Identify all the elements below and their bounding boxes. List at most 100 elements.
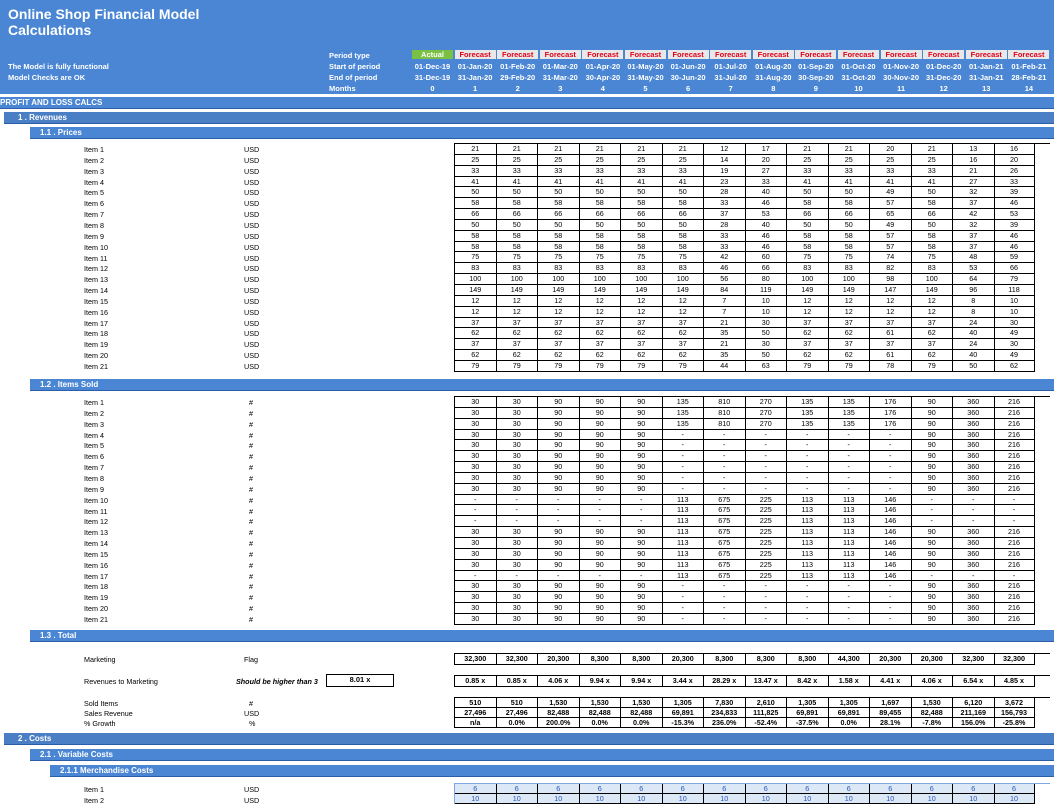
sold-grid-cell-17-1: 30: [496, 581, 538, 593]
prices-grid-cell-5-1: 58: [496, 198, 538, 210]
totals-grid-cell-0-3: 1,530: [579, 698, 621, 708]
sold-grid-cell-11-9: 113: [828, 516, 870, 528]
sold-item-unit-20: #: [249, 604, 253, 614]
merchandise-costs-grid: 6 6 6 6 6 6 6 6 6 6 6 6 6 6 10 10 10 10 10 10 10 10 10 10 10 10 10…: [454, 783, 1050, 804]
prices-grid-cell-4-3: 50: [579, 187, 621, 199]
sold-grid-cell-20-7: -: [745, 613, 787, 625]
prices-grid-cell-2-13: 26: [994, 165, 1035, 177]
marketing-unit: Flag: [244, 655, 258, 664]
sold-grid-cell-5-0: 30: [455, 451, 497, 463]
sold-grid-cell-16-13: -: [994, 570, 1035, 582]
sold-grid-cell-6-0: 30: [455, 462, 497, 473]
sold-grid-row-16: - - - - -113 675 225 113 113 146- - -: [455, 570, 1050, 582]
sold-grid-cell-9-9: 113: [828, 494, 870, 506]
model-checks: Model Checks are OK: [8, 73, 86, 82]
sold-grid-cell-20-4: 90: [621, 613, 663, 625]
section-prices: 1.1 . Prices: [30, 127, 1054, 139]
prices-grid-cell-7-2: 50: [538, 219, 580, 231]
sold-item-unit-10: #: [249, 495, 253, 505]
prices-grid-cell-1-4: 25: [621, 154, 663, 166]
prices-grid-cell-7-4: 50: [621, 219, 663, 231]
prices-item-label-17: Item 17: [84, 318, 108, 328]
revenues-to-marketing-label: Revenues to Marketing: [84, 677, 158, 686]
prices-grid-cell-20-11: 79: [911, 360, 953, 372]
sold-grid-cell-10-4: -: [621, 505, 663, 517]
prices-grid-cell-3-0: 41: [455, 176, 497, 188]
sold-grid-cell-1-2: 90: [538, 407, 580, 419]
prices-grid-cell-11-4: 83: [621, 263, 663, 275]
section-items-sold-label: 1.2 . Items Sold: [40, 380, 99, 389]
sold-grid-cell-5-6: -: [704, 451, 746, 463]
prices-item-label-15: Item 15: [84, 296, 108, 306]
sold-item-unit-6: #: [249, 452, 253, 462]
prices-grid-cell-12-5: 100: [662, 274, 704, 285]
prices-grid-cell-1-7: 20: [745, 154, 787, 166]
totals-grid-cell-2-12: 156.0%: [953, 718, 995, 728]
sold-grid-cell-8-5: -: [662, 483, 704, 495]
prices-item-unit-14: USD: [244, 286, 260, 296]
sold-grid-cell-2-9: 135: [828, 418, 870, 430]
sold-grid-cell-9-4: -: [621, 494, 663, 506]
sold-item-label-21: Item 21: [84, 615, 108, 624]
sold-item-unit-13: #: [249, 528, 253, 538]
sold-grid-cell-11-11: -: [911, 516, 953, 528]
prices-grid-cell-18-12: 24: [953, 339, 995, 351]
merch-grid-cell-1-7: 10: [745, 794, 787, 804]
prices-grid-cell-5-3: 58: [579, 198, 621, 210]
period-type-11: Forecast: [880, 50, 922, 59]
prices-item-unit-5: USD: [244, 188, 260, 198]
sold-grid-cell-12-11: 90: [911, 527, 953, 538]
sold-grid-cell-10-9: 113: [828, 505, 870, 517]
sold-grid-cell-7-4: 90: [621, 472, 663, 484]
sold-grid-cell-3-2: 90: [538, 429, 580, 441]
prices-grid-row-7: 50 50 50 50 50 50 28 40 50 50 49 50 32 39: [455, 219, 1050, 231]
prices-grid-cell-18-3: 37: [579, 339, 621, 351]
prices-grid-cell-0-12: 13: [953, 144, 995, 155]
sold-item-unit-7: #: [249, 463, 253, 473]
merch-grid-cell-1-1: 10: [496, 794, 538, 804]
period-type-5: Forecast: [625, 50, 666, 59]
sold-grid-cell-1-5: 135: [662, 407, 704, 419]
section-costs: 2 . Costs: [4, 733, 1054, 745]
prices-grid-cell-4-13: 39: [994, 187, 1035, 199]
prices-grid-cell-13-13: 118: [994, 284, 1035, 296]
sold-grid-cell-11-8: 113: [787, 516, 829, 528]
sold-grid-cell-14-6: 675: [704, 548, 746, 560]
month-11: 11: [897, 84, 906, 93]
prices-grid-cell-11-12: 53: [953, 263, 995, 275]
prices-grid-cell-6-5: 66: [662, 209, 704, 220]
prices-grid-cell-0-8: 21: [787, 144, 829, 155]
sold-item-label-1: Item 1: [84, 398, 104, 407]
sold-grid-cell-5-3: 90: [579, 451, 621, 463]
prices-grid-cell-9-2: 58: [538, 241, 580, 253]
sold-item-label-6: Item 6: [84, 452, 104, 462]
prices-item-label-12: Item 12: [84, 264, 108, 274]
sold-grid-cell-10-5: 113: [662, 505, 704, 517]
merch-grid-cell-1-9: 10: [828, 794, 870, 804]
prices-grid-cell-18-8: 37: [787, 339, 829, 351]
totals-grid-cell-0-9: 1,305: [828, 698, 870, 708]
prices-grid-cell-11-7: 66: [745, 263, 787, 275]
prices-grid-cell-12-6: 56: [704, 274, 746, 285]
prices-grid-cell-18-13: 30: [994, 339, 1035, 351]
sold-grid-row-10: - - - - -113 675 225 113 113 146- - -: [455, 505, 1050, 517]
sold-grid-cell-4-3: 90: [579, 440, 621, 452]
prices-grid-cell-19-7: 50: [745, 350, 787, 361]
prices-grid-cell-7-9: 50: [828, 219, 870, 231]
end-date-5: 31-May-20: [627, 73, 664, 82]
sold-grid-cell-3-10: -: [870, 429, 912, 441]
r2m-grid-cell-0-3: 9.94 x: [579, 676, 621, 687]
prices-grid-cell-2-10: 33: [870, 165, 912, 177]
sold-grid-cell-19-0: 30: [455, 603, 497, 614]
sold-grid-row-9: - - - - -113 675 225 113 113 146- - -: [455, 494, 1050, 506]
sold-grid-cell-16-3: -: [579, 570, 621, 582]
prices-grid-cell-11-10: 82: [870, 263, 912, 275]
prices-grid-row-3: 41 41 41 41 41 41 23 33 41 41 41 41 27 33: [455, 176, 1050, 188]
sold-grid-cell-0-6: 810: [704, 397, 746, 408]
prices-grid-cell-12-9: 100: [828, 274, 870, 285]
sold-grid-cell-1-12: 360: [953, 407, 995, 419]
prices-grid-cell-10-6: 42: [704, 252, 746, 264]
marketing-grid-cell-0-3: 8,300: [579, 654, 621, 665]
sold-grid-cell-7-7: -: [745, 472, 787, 484]
sold-grid-cell-15-2: 90: [538, 559, 580, 571]
